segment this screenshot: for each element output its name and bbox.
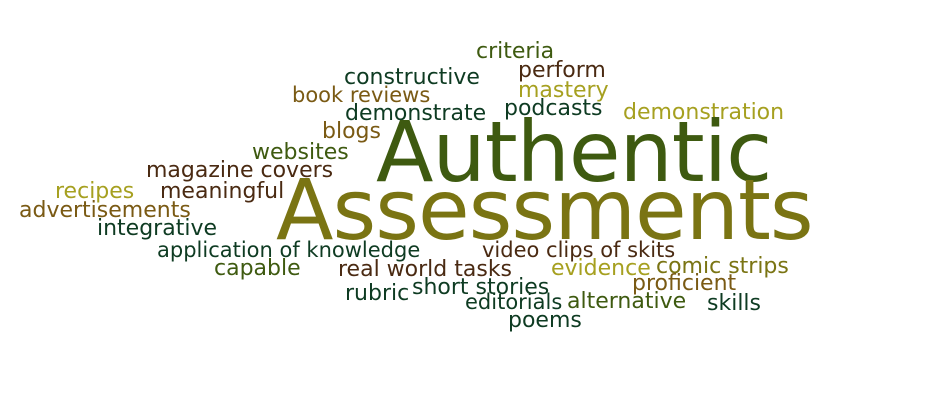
word-perform: perform <box>518 58 606 83</box>
word-integrative: integrative <box>97 216 218 241</box>
word-recipes: recipes <box>55 179 135 204</box>
word-assessments: Assessments <box>276 161 814 259</box>
word-rubric: rubric <box>345 281 410 306</box>
word-poems: poems <box>508 308 582 333</box>
word-video-clips-of-skits: video clips of skits <box>482 238 676 262</box>
word-mastery: mastery <box>518 78 609 103</box>
word-application-of-knowledge: application of knowledge <box>157 238 421 262</box>
word-advertisements: advertisements <box>19 198 191 223</box>
word-meaningful: meaningful <box>160 179 285 204</box>
word-constructive: constructive <box>344 65 480 90</box>
word-demonstration: demonstration <box>623 100 785 125</box>
word-demonstrate: demonstrate <box>345 101 487 126</box>
word-comic-strips: comic strips <box>656 254 789 279</box>
word-criteria: criteria <box>476 39 555 64</box>
word-editorials: editorials <box>465 290 563 314</box>
word-magazine-covers: magazine covers <box>146 158 334 183</box>
word-authentic: Authentic <box>376 103 772 201</box>
word-real-world-tasks: real world tasks <box>338 257 513 282</box>
word-blogs: blogs <box>322 119 381 144</box>
word-proficient: proficient <box>632 271 737 296</box>
word-podcasts: podcasts <box>504 96 603 121</box>
word-evidence: evidence <box>551 256 651 281</box>
word-short-stories: short stories <box>412 275 550 300</box>
word-websites: websites <box>252 140 349 165</box>
word-book-reviews: book reviews <box>292 83 431 107</box>
word-alternative: alternative <box>567 289 687 314</box>
word-capable: capable <box>214 256 301 281</box>
word-skills: skills <box>707 291 762 316</box>
